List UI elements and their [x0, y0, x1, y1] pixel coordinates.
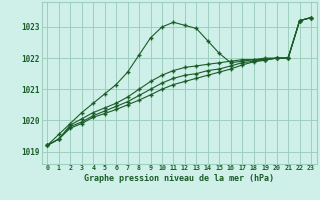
- X-axis label: Graphe pression niveau de la mer (hPa): Graphe pression niveau de la mer (hPa): [84, 174, 274, 183]
